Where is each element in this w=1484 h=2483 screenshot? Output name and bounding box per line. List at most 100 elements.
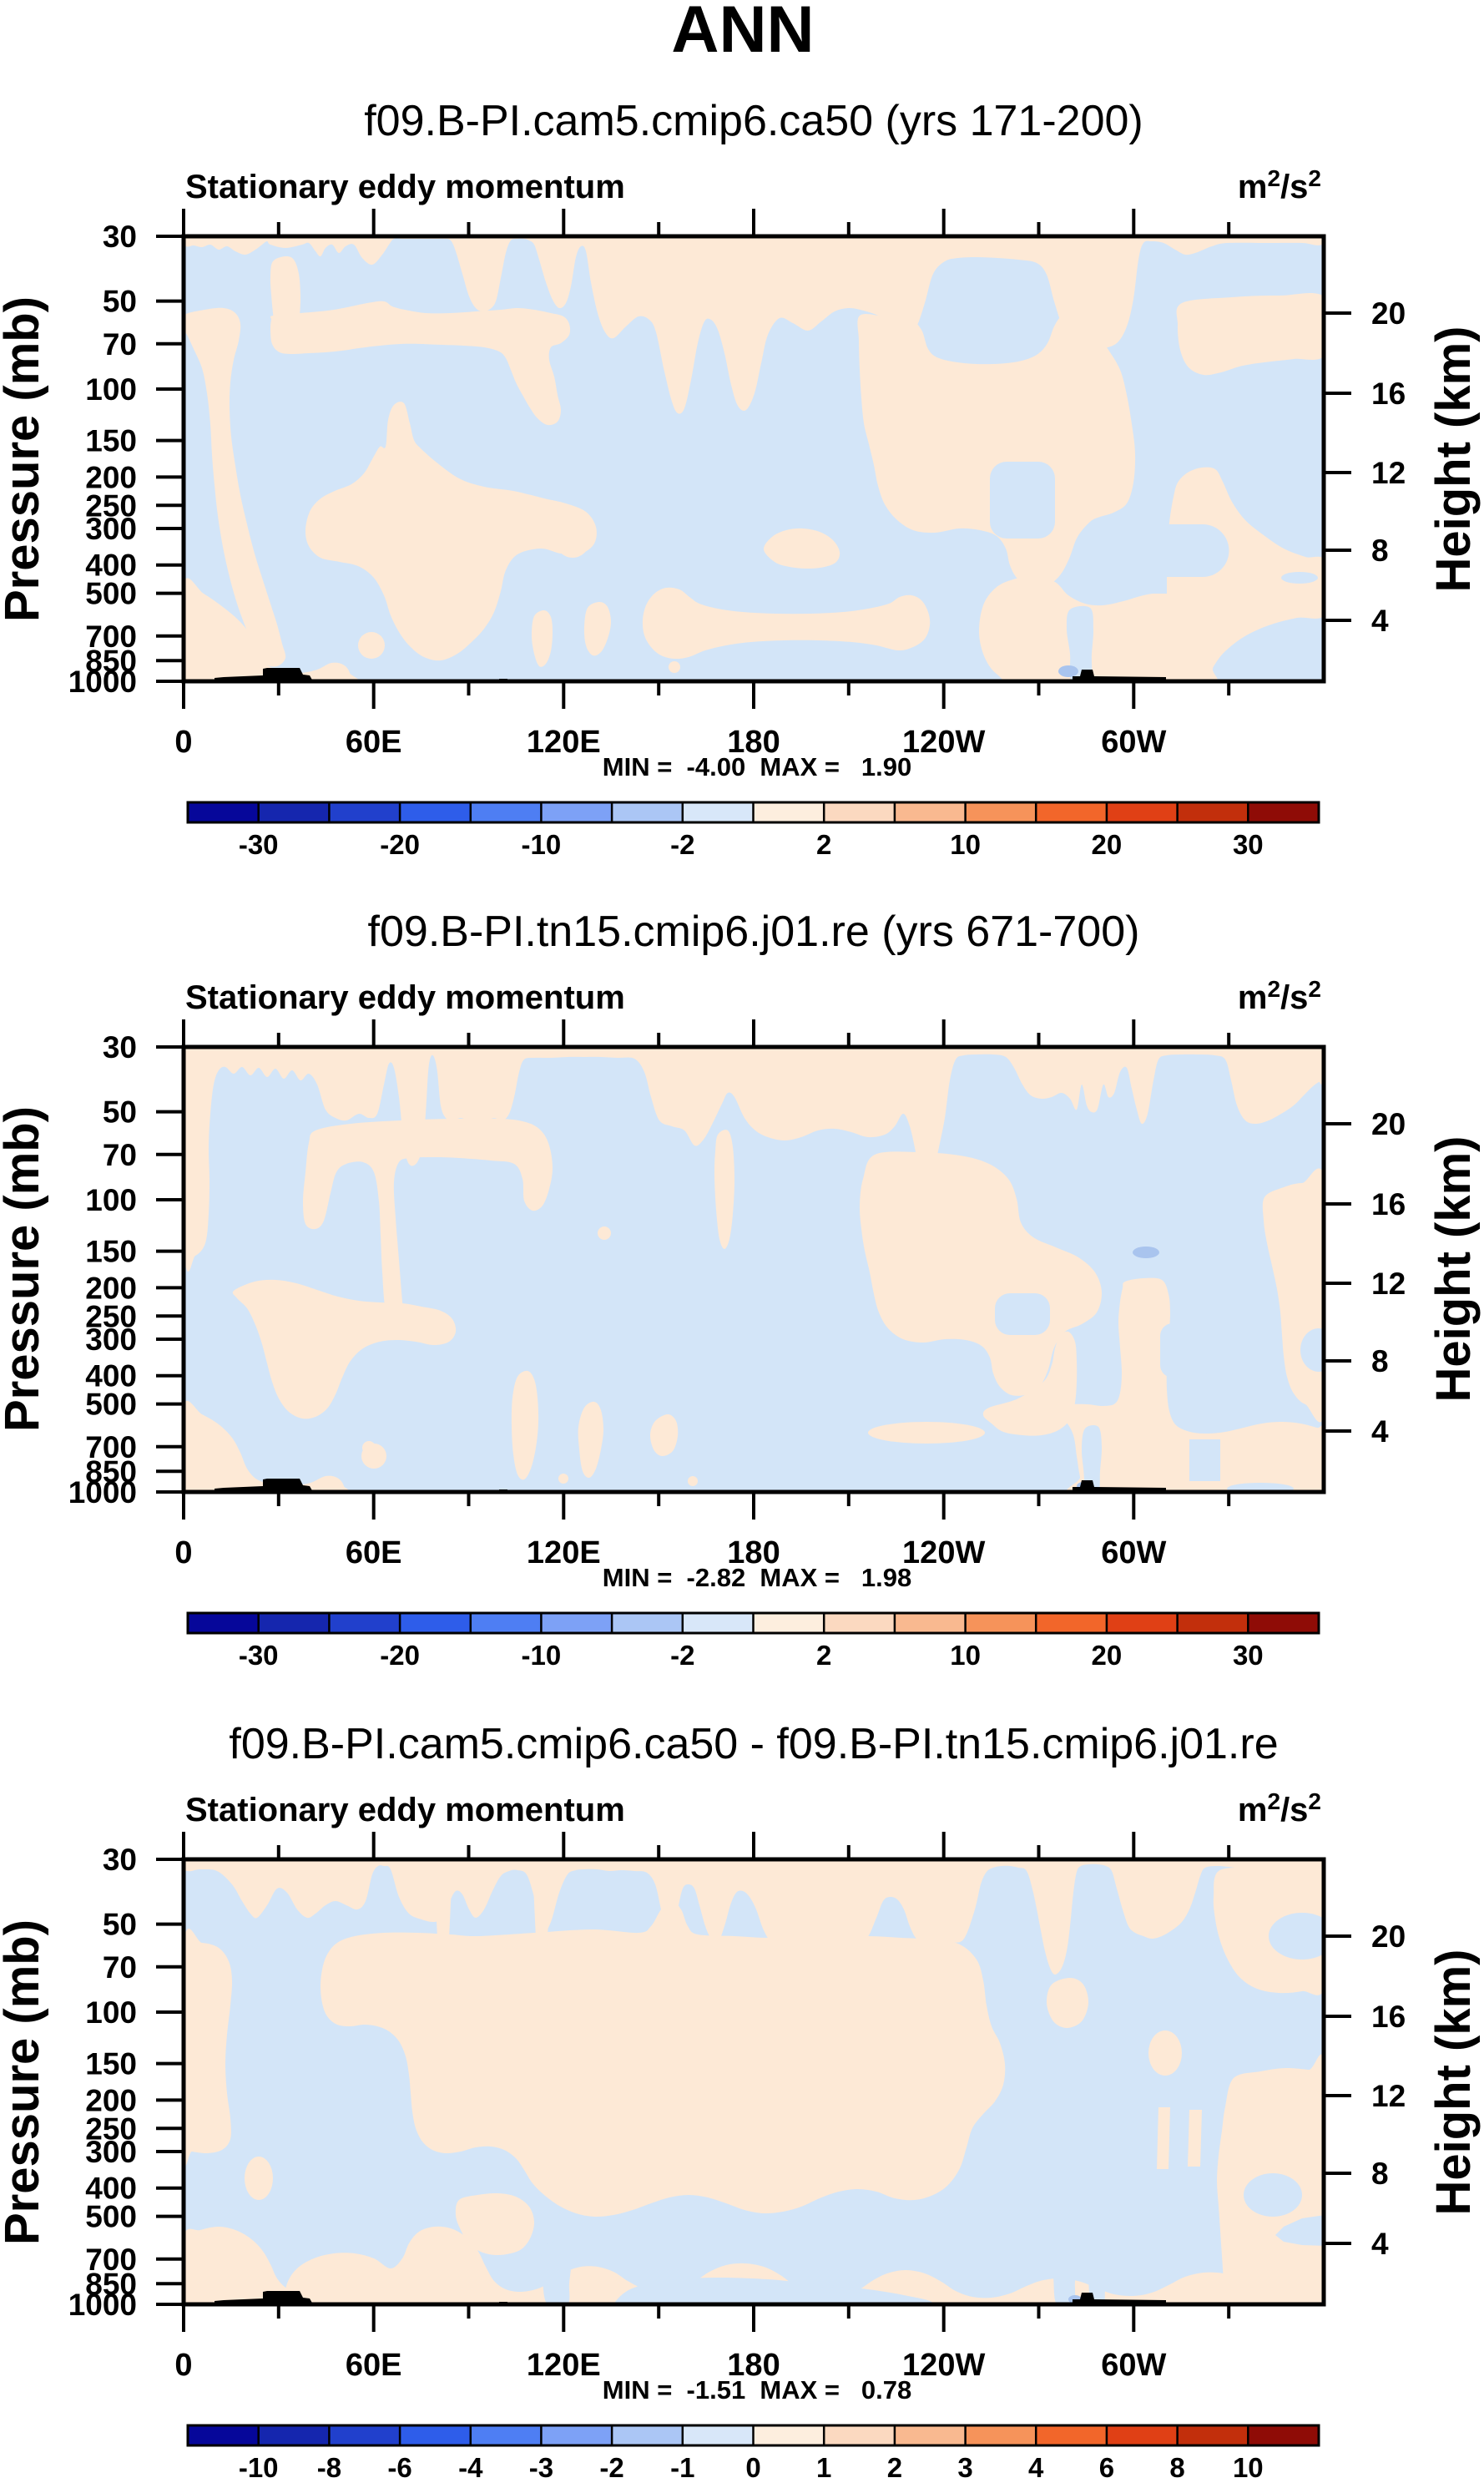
svg-text:10: 10 <box>950 1640 981 1671</box>
svg-text:20: 20 <box>1092 1640 1123 1671</box>
svg-text:Pressure (mb): Pressure (mb) <box>0 296 49 622</box>
svg-text:120W: 120W <box>902 1535 985 1570</box>
svg-text:2: 2 <box>887 2452 902 2483</box>
svg-text:250: 250 <box>85 2111 137 2146</box>
svg-text:Height (km): Height (km) <box>1426 326 1481 593</box>
svg-text:180: 180 <box>727 725 780 760</box>
svg-text:70: 70 <box>103 327 137 362</box>
svg-text:12: 12 <box>1371 2079 1406 2113</box>
svg-text:400: 400 <box>85 549 137 583</box>
svg-text:500: 500 <box>85 577 137 611</box>
svg-text:-2: -2 <box>599 2452 623 2483</box>
svg-text:850: 850 <box>85 2267 137 2301</box>
svg-text:0: 0 <box>174 1535 192 1570</box>
svg-text:60E: 60E <box>346 725 402 760</box>
svg-text:16: 16 <box>1371 377 1406 411</box>
svg-text:10: 10 <box>1233 2452 1264 2483</box>
svg-text:30: 30 <box>1233 829 1264 860</box>
svg-text:ANN: ANN <box>671 0 814 66</box>
svg-text:Height (km): Height (km) <box>1426 1136 1481 1403</box>
svg-text:200: 200 <box>85 2083 137 2117</box>
svg-text:300: 300 <box>85 1322 137 1357</box>
svg-text:1000: 1000 <box>68 665 137 699</box>
svg-text:MIN = -2.82 MAX = 1.98: MIN = -2.82 MAX = 1.98 <box>603 1563 911 1592</box>
svg-text:250: 250 <box>85 488 137 523</box>
svg-text:60W: 60W <box>1101 2348 1166 2383</box>
svg-text:1000: 1000 <box>68 1475 137 1510</box>
svg-text:-4: -4 <box>458 2452 483 2483</box>
svg-text:Height (km): Height (km) <box>1426 1949 1481 2216</box>
svg-text:-10: -10 <box>522 829 562 860</box>
svg-text:300: 300 <box>85 512 137 546</box>
svg-text:60E: 60E <box>346 2348 402 2383</box>
svg-text:-2: -2 <box>670 829 694 860</box>
svg-text:MIN = -1.51 MAX = 0.78: MIN = -1.51 MAX = 0.78 <box>603 2375 911 2405</box>
svg-text:10: 10 <box>950 829 981 860</box>
svg-text:Stationary eddy momentum: Stationary eddy momentum <box>185 169 625 205</box>
svg-text:850: 850 <box>85 1454 137 1489</box>
svg-text:500: 500 <box>85 2200 137 2234</box>
svg-text:1: 1 <box>816 2452 831 2483</box>
svg-text:400: 400 <box>85 2172 137 2206</box>
svg-text:30: 30 <box>103 1030 137 1065</box>
svg-text:120E: 120E <box>527 2348 601 2383</box>
svg-text:2: 2 <box>816 829 831 860</box>
svg-text:f09.B-PI.tn15.cmip6.j01.re (yr: f09.B-PI.tn15.cmip6.j01.re (yrs 671-700) <box>368 908 1140 956</box>
svg-text:700: 700 <box>85 1430 137 1464</box>
svg-text:200: 200 <box>85 1271 137 1305</box>
svg-text:180: 180 <box>727 2348 780 2383</box>
svg-text:-3: -3 <box>529 2452 553 2483</box>
svg-text:850: 850 <box>85 644 137 678</box>
svg-text:12: 12 <box>1371 1267 1406 1301</box>
svg-text:150: 150 <box>85 2047 137 2081</box>
svg-text:70: 70 <box>103 1138 137 1172</box>
svg-text:16: 16 <box>1371 1187 1406 1221</box>
svg-text:100: 100 <box>85 372 137 407</box>
svg-text:30: 30 <box>103 220 137 254</box>
svg-text:3: 3 <box>957 2452 972 2483</box>
svg-text:8: 8 <box>1371 1344 1389 1378</box>
svg-text:2: 2 <box>816 1640 831 1671</box>
svg-text:MIN = -4.00 MAX = 1.90: MIN = -4.00 MAX = 1.90 <box>603 752 911 781</box>
svg-text:400: 400 <box>85 1359 137 1393</box>
svg-text:f09.B-PI.cam5.cmip6.ca50 (yrs: f09.B-PI.cam5.cmip6.ca50 (yrs 171-200) <box>364 97 1143 145</box>
svg-text:50: 50 <box>103 285 137 319</box>
svg-text:20: 20 <box>1092 829 1123 860</box>
svg-text:-10: -10 <box>239 2452 279 2483</box>
svg-text:150: 150 <box>85 424 137 458</box>
svg-text:120W: 120W <box>902 725 985 760</box>
svg-text:Stationary eddy momentum: Stationary eddy momentum <box>185 979 625 1016</box>
svg-text:120E: 120E <box>527 1535 601 1570</box>
svg-text:120E: 120E <box>527 725 601 760</box>
svg-text:16: 16 <box>1371 2000 1406 2034</box>
svg-text:300: 300 <box>85 2135 137 2169</box>
svg-text:1000: 1000 <box>68 2288 137 2322</box>
svg-text:120W: 120W <box>902 2348 985 2383</box>
svg-text:50: 50 <box>103 1908 137 1942</box>
svg-text:f09.B-PI.cam5.cmip6.ca50 - f09: f09.B-PI.cam5.cmip6.ca50 - f09.B-PI.tn15… <box>229 1720 1278 1768</box>
svg-text:-10: -10 <box>522 1640 562 1671</box>
svg-text:20: 20 <box>1371 1919 1406 1954</box>
svg-text:500: 500 <box>85 1388 137 1422</box>
svg-text:-30: -30 <box>239 1640 279 1671</box>
svg-text:0: 0 <box>174 725 192 760</box>
svg-text:Pressure (mb): Pressure (mb) <box>0 1919 49 2245</box>
svg-text:20: 20 <box>1371 1107 1406 1141</box>
svg-text:250: 250 <box>85 1299 137 1333</box>
svg-text:100: 100 <box>85 1995 137 2030</box>
svg-text:8: 8 <box>1169 2452 1184 2483</box>
svg-text:-20: -20 <box>380 829 420 860</box>
svg-text:8: 8 <box>1371 534 1389 568</box>
svg-text:Pressure (mb): Pressure (mb) <box>0 1106 49 1432</box>
svg-text:4: 4 <box>1371 2227 1389 2261</box>
svg-text:60W: 60W <box>1101 725 1166 760</box>
svg-text:0: 0 <box>174 2348 192 2383</box>
svg-text:m2/s2: m2/s2 <box>1238 1788 1321 1828</box>
svg-text:60E: 60E <box>346 1535 402 1570</box>
svg-text:700: 700 <box>85 2243 137 2277</box>
svg-text:30: 30 <box>1233 1640 1264 1671</box>
svg-text:-30: -30 <box>239 829 279 860</box>
svg-text:Stationary eddy momentum: Stationary eddy momentum <box>185 1792 625 1828</box>
svg-text:4: 4 <box>1028 2452 1044 2483</box>
svg-text:60W: 60W <box>1101 1535 1166 1570</box>
